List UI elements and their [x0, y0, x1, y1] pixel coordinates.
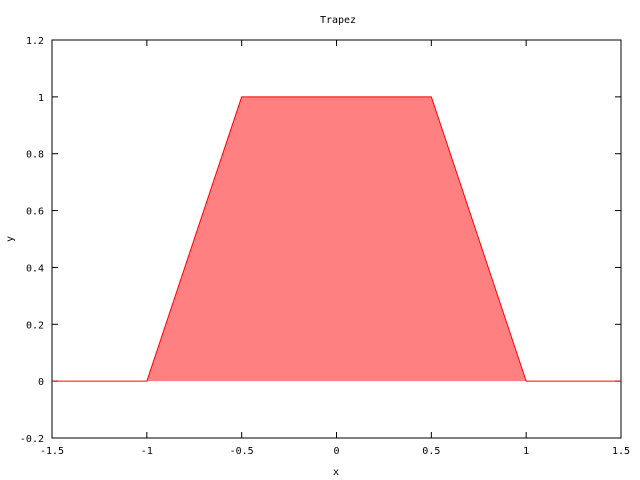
line-layer	[52, 96, 621, 382]
y-tick-label: -0.2	[20, 434, 44, 445]
x-axis: -1.5 -1 -0.5 0 0.5 1 1.5	[40, 40, 630, 457]
y-axis-label: y	[5, 236, 16, 242]
x-tick-label: 1.5	[612, 446, 630, 457]
y-tick-label: 0	[38, 377, 44, 388]
y-axis: -0.2 0 0.2 0.4 0.6 0.8 1 1.2	[20, 36, 621, 445]
x-tick-label: 1	[523, 446, 529, 457]
chart-title: Trapez	[320, 15, 356, 26]
y-tick-label: 1	[38, 93, 44, 104]
series-line	[52, 96, 621, 382]
x-tick-label: -1.5	[40, 446, 64, 457]
x-tick-label: -1	[141, 446, 153, 457]
series-fill	[52, 96, 621, 382]
x-axis-label: x	[333, 467, 339, 478]
x-tick-label: 0	[333, 446, 339, 457]
y-tick-label: 0.2	[26, 320, 44, 331]
y-tick-label: 1.2	[26, 36, 44, 47]
x-tick-label: 0.5	[422, 446, 440, 457]
y-tick-label: 0.4	[26, 263, 44, 274]
y-tick-label: 0.6	[26, 207, 44, 218]
x-tick-label: -0.5	[230, 446, 254, 457]
fill-layer	[52, 96, 621, 382]
y-tick-label: 0.8	[26, 150, 44, 161]
